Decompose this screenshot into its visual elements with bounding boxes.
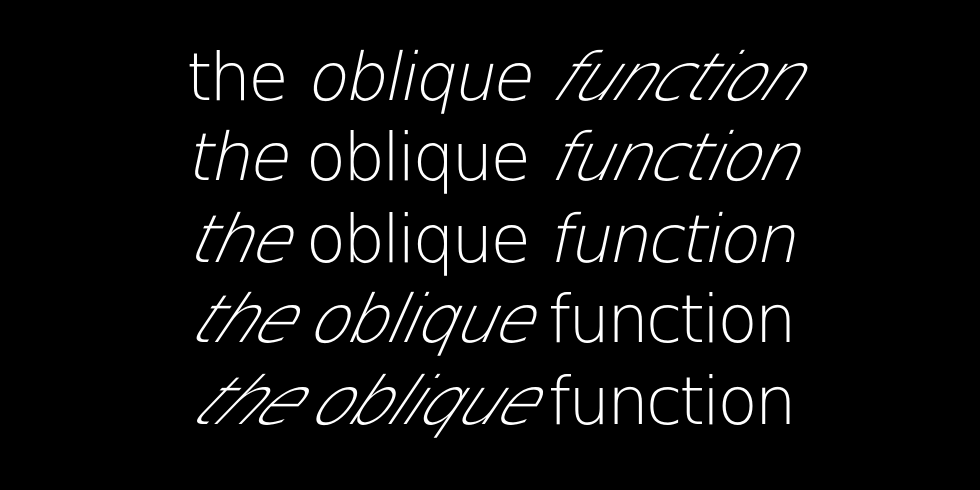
specimen-line-1: the oblique function: [0, 38, 980, 118]
specimen-line-5: the oblique function: [0, 362, 980, 442]
specimen-line-4: the oblique function: [0, 280, 980, 360]
word-oblique: oblique: [305, 119, 531, 196]
specimen-line-3: the oblique function: [0, 200, 980, 280]
word-function: function: [539, 119, 820, 196]
word-function: function: [548, 281, 797, 358]
word-the: the: [178, 201, 312, 278]
word-oblique: oblique: [293, 363, 568, 440]
word-the: the: [182, 119, 299, 196]
word-function: function: [544, 201, 807, 278]
specimen-line-2: the oblique function: [0, 118, 980, 198]
word-oblique: oblique: [297, 281, 555, 358]
word-oblique: oblique: [305, 201, 531, 278]
word-function: function: [548, 363, 797, 440]
word-the: the: [174, 281, 326, 358]
word-function: function: [535, 39, 834, 116]
word-oblique: oblique: [301, 39, 541, 116]
word-the: the: [186, 39, 288, 116]
